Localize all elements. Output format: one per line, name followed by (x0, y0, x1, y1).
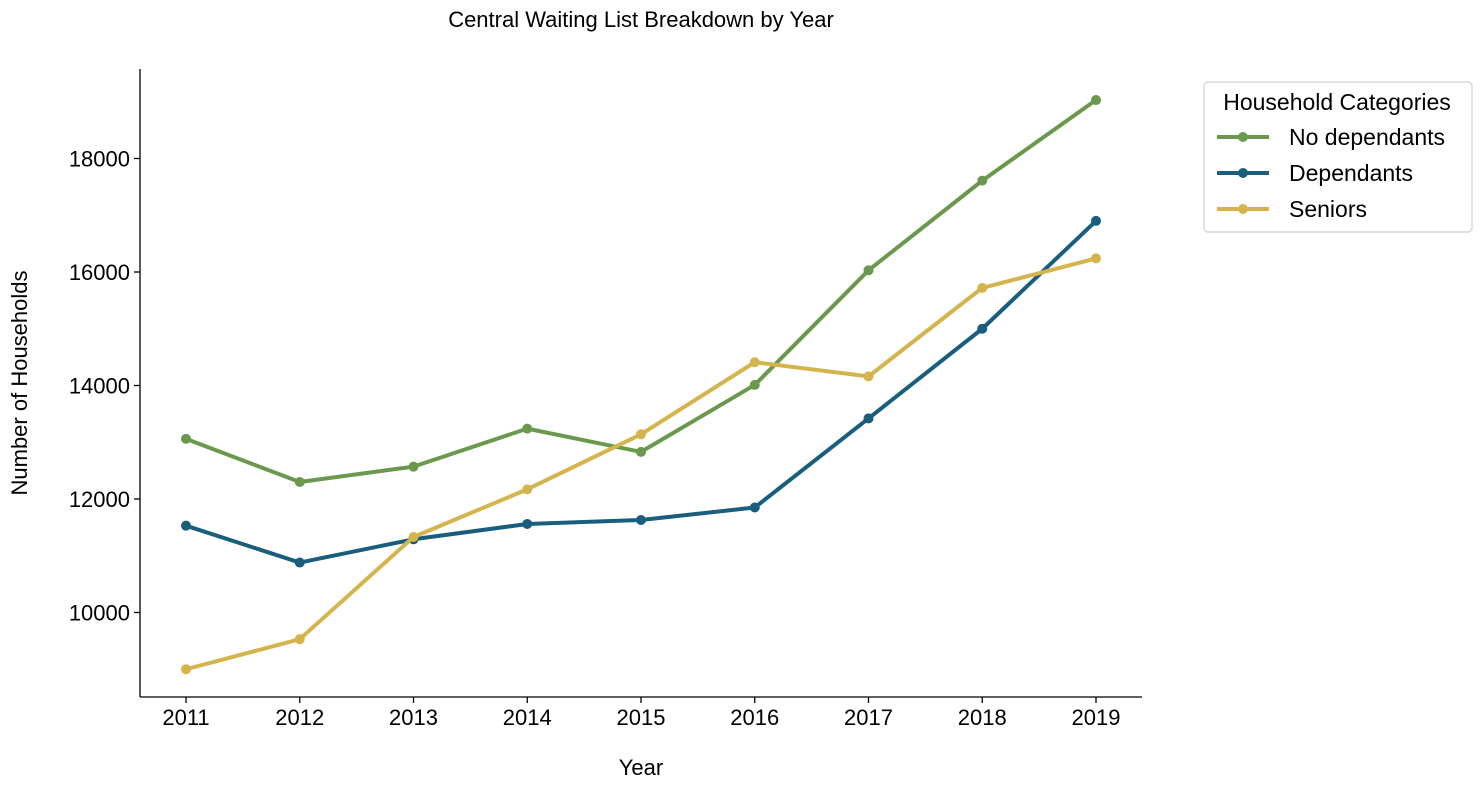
legend-entry-no-dependants: No dependants (1217, 124, 1445, 150)
series-line-seniors (184, 256, 1098, 672)
legend-label: Seniors (1289, 196, 1367, 222)
series-dependants (181, 215, 1101, 568)
data-point-no-dependants (294, 476, 305, 487)
data-point-no-dependants (408, 461, 419, 472)
legend-label: No dependants (1289, 124, 1445, 150)
legend: Household Categories No dependants Depend… (1203, 81, 1473, 233)
data-point-dependants (863, 413, 874, 424)
legend-swatch-marker (1238, 132, 1248, 142)
data-point-dependants (749, 502, 760, 513)
legend-swatch-marker (1238, 168, 1248, 178)
data-point-dependants (294, 557, 305, 568)
x-axis-title: Year (619, 755, 663, 780)
y-axis-ticks: 10000 12000 14000 16000 18000 (69, 147, 140, 626)
legend-box (1203, 81, 1473, 233)
legend-swatch-marker (1238, 204, 1248, 214)
data-point-seniors (181, 664, 191, 675)
y-tick-label: 10000 (69, 601, 130, 626)
data-point-no-dependants (1091, 95, 1101, 106)
x-tick-label: 2016 (730, 705, 779, 730)
data-point-seniors (1091, 253, 1101, 264)
data-point-no-dependants (636, 446, 646, 457)
series-seniors (181, 253, 1101, 675)
data-point-dependants (181, 520, 191, 531)
x-tick-label: 2011 (162, 705, 209, 730)
data-point-seniors (636, 429, 646, 440)
x-tick-label: 2013 (389, 705, 438, 730)
y-tick-label: 14000 (69, 374, 130, 399)
y-tick-label: 16000 (69, 260, 130, 285)
data-point-dependants (636, 514, 646, 525)
data-point-no-dependants (863, 265, 874, 276)
data-point-no-dependants (181, 433, 191, 444)
legend-entry-seniors: Seniors (1217, 196, 1367, 222)
series-layer (181, 95, 1101, 675)
y-tick-label: 12000 (69, 487, 130, 512)
series-no-dependants (181, 95, 1101, 487)
x-axis-ticks: 2011 2012 2013 2014 2015 2016 2017 2018 2019 (162, 697, 1120, 730)
y-axis-title: Number of Households (7, 270, 32, 495)
data-point-seniors (977, 282, 988, 293)
data-point-seniors (749, 357, 760, 368)
series-line-no-dependants (184, 98, 1098, 484)
plot-area: 2011 2012 2013 2014 2015 2016 2017 2018 2019 100… (69, 69, 1142, 730)
data-point-seniors (294, 634, 305, 645)
data-point-dependants (1091, 215, 1101, 226)
x-tick-label: 2019 (1072, 705, 1121, 730)
x-tick-label: 2017 (844, 705, 893, 730)
data-point-no-dependants (749, 379, 760, 390)
series-line-dependants (184, 218, 1098, 565)
legend-entry-dependants: Dependants (1217, 160, 1413, 186)
data-point-dependants (977, 323, 988, 334)
data-point-seniors (863, 371, 874, 382)
x-tick-label: 2015 (617, 705, 666, 730)
x-tick-label: 2018 (958, 705, 1007, 730)
data-point-dependants (522, 518, 533, 529)
x-tick-label: 2014 (503, 705, 552, 730)
data-point-seniors (408, 532, 419, 543)
data-point-no-dependants (977, 175, 988, 186)
data-point-seniors (522, 484, 533, 495)
legend-title: Household Categories (1223, 89, 1451, 115)
y-tick-label: 18000 (69, 147, 130, 172)
legend-label: Dependants (1289, 160, 1413, 186)
data-point-no-dependants (522, 423, 533, 434)
chart-title: Central Waiting List Breakdown by Year (448, 7, 834, 32)
legend-entries: No dependants Dependants Seniors (1217, 124, 1445, 222)
x-tick-label: 2012 (275, 705, 324, 730)
